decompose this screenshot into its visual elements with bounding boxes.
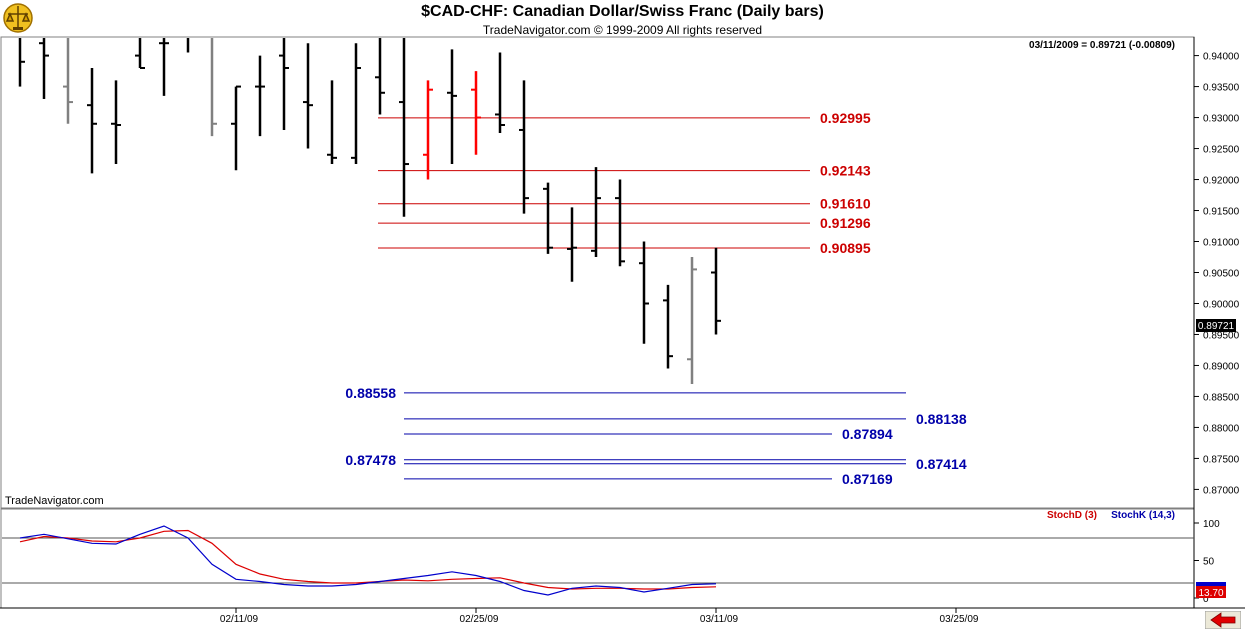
stochd-legend: StochD (3) [1047,510,1097,521]
support-label: 0.87478 [345,452,396,468]
support-label: 0.87894 [842,426,893,442]
x-tick-label: 02/11/09 [220,614,259,625]
price-y-tick-label: 0.88500 [1203,392,1240,403]
ohlc-bar [303,43,313,149]
trade-navigator-logo-icon[interactable] [2,2,34,34]
ohlc-bar [495,52,505,134]
copyright-line: TradeNavigator.com © 1999-2009 All right… [482,23,763,37]
resistance-label: 0.90895 [820,240,871,256]
ohlc-bar [567,207,577,282]
ohlc-bar [231,85,241,171]
ohlc-bar [399,38,409,217]
price-y-tick-label: 0.89000 [1203,361,1240,372]
ohlc-bars [18,38,721,385]
price-y-axis: 0.94000 0.93500 0.93000 0.92500 0.92000 0.915… [1194,52,1240,496]
price-panel-frame [0,36,1195,509]
watermark-label: TradeNavigator.com [5,495,104,507]
price-y-tick-label: 0.87500 [1203,454,1240,465]
x-tick-label: 02/25/09 [460,614,499,625]
ohlc-bar [543,182,553,254]
support-label: 0.87414 [916,456,967,472]
x-tick-label: 03/11/09 [700,614,739,625]
stochk-line [19,525,717,596]
ohlc-bar [135,38,145,69]
stoch-last-label: 13.70 [1198,588,1223,599]
ohlc-bar [327,80,337,165]
stoch-y-tick-label: 0 [1203,594,1209,605]
fib-levels: 0.92995 0.92143 0.91610 0.91296 0.90895 0.885… [345,110,966,487]
ohlc-bar [519,80,529,214]
stoch-lines [19,525,717,596]
ohlc-bar [255,55,265,137]
price-status-readout: 03/11/2009 = 0.89721 (-0.00809) [1029,40,1175,51]
x-tick-label: 03/25/09 [940,614,979,625]
ohlc-bar [111,80,121,165]
ohlc-bar [279,38,289,130]
stoch-y-axis: 100 50 0 [2,519,1220,605]
resistance-label: 0.92995 [820,110,871,126]
ohlc-bar [591,167,601,258]
support-label: 0.88558 [345,385,396,401]
last-price-box [1196,319,1236,332]
stochd-line [19,529,717,590]
ohlc-bar [639,241,649,344]
ohlc-bar [687,257,697,385]
stoch-y-tick-label: 50 [1203,557,1215,568]
ohlc-bar [18,38,25,87]
ohlc-bar [663,284,673,369]
scroll-left-arrow-icon[interactable] [1205,611,1241,629]
price-y-tick-label: 0.92000 [1203,176,1240,187]
ohlc-bar [210,38,217,137]
stoch-panel-frame [0,508,1195,609]
ohlc-bar [615,179,625,267]
ohlc-bar [39,38,49,99]
stochk-legend: StochK (14,3) [1111,510,1175,521]
price-y-tick-label: 0.87000 [1203,485,1240,496]
price-y-tick-label: 0.90500 [1203,269,1240,280]
ohlc-bar [375,38,385,115]
price-y-tick-label: 0.90000 [1203,299,1240,310]
resistance-label: 0.92143 [820,163,871,179]
price-y-tick-label: 0.93000 [1203,114,1240,125]
support-label: 0.87169 [842,471,893,487]
price-y-tick-label: 0.88000 [1203,423,1240,434]
ohlc-bar [87,67,97,174]
resistance-label: 0.91296 [820,215,871,231]
stoch-last-box [1196,586,1226,598]
ohlc-bar [447,49,457,165]
ohlc-bar [159,38,169,96]
ohlc-bar [471,71,481,155]
ohlc-bar [63,38,73,124]
support-label: 0.88138 [916,411,967,427]
stochk-marker [1196,582,1226,586]
price-y-tick-label: 0.91000 [1203,238,1240,249]
price-y-tick-label: 0.94000 [1203,52,1240,63]
last-price-label: 0.89721 [1198,321,1235,332]
stoch-y-tick-label: 100 [1203,519,1220,530]
resistance-label: 0.91610 [820,196,871,212]
price-y-tick-label: 0.91500 [1203,207,1240,218]
ohlc-bar [711,247,721,335]
ohlc-bar [351,43,361,165]
price-y-tick-label: 0.93500 [1203,83,1240,94]
price-y-tick-label: 0.89500 [1203,330,1240,341]
chart-title: $CAD-CHF: Canadian Dollar/Swiss Franc (D… [421,3,824,20]
ohlc-bar [423,80,433,180]
price-y-tick-label: 0.92500 [1203,145,1240,156]
x-axis: 02/11/09 02/25/09 03/11/09 03/25/09 [220,608,979,625]
